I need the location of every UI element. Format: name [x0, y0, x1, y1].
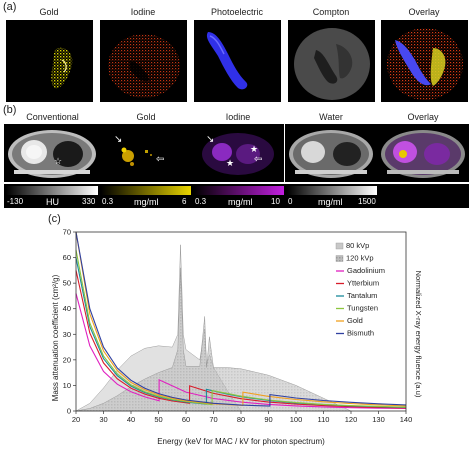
- gold-b-image: ↘ ⇦: [100, 124, 192, 182]
- legend-label-80-kvp: 80 kVp: [346, 241, 369, 250]
- legend-label-tungsten: Tungsten: [347, 304, 378, 313]
- overlay-b-image: [377, 124, 469, 182]
- iodine-b-image: ↘ ★ ★ ⇦: [192, 124, 284, 182]
- svg-text:↘: ↘: [206, 134, 214, 145]
- spectra-layer: [75, 244, 352, 412]
- legend-label-gold: Gold: [347, 316, 363, 325]
- legend-label-tantalum: Tantalum: [347, 291, 377, 300]
- colorbar-gold-max: 6: [182, 197, 187, 206]
- panel-c-letter: (c): [48, 213, 61, 225]
- panel-a-title-gold: Gold: [39, 7, 59, 17]
- y-tick-label-40: 40: [63, 304, 71, 313]
- legend-layer: 80 kVp 120 kVp Gadolinium Ytterbium Tantalum…: [335, 241, 385, 338]
- colorbar-water-unit: mg/ml: [318, 197, 343, 207]
- x-tick-label-110: 110: [318, 415, 330, 424]
- svg-text:⇦: ⇦: [254, 154, 262, 165]
- colorbar-gold-min: 0.3: [102, 197, 114, 206]
- overlay-a-image: [381, 20, 468, 102]
- x-tick-label-60: 60: [182, 415, 190, 424]
- photoelectric-map-image: [194, 20, 281, 102]
- x-tick-label-90: 90: [264, 415, 272, 424]
- colorbar-hu-unit: HU: [46, 197, 59, 207]
- svg-text:☆: ☆: [54, 156, 62, 166]
- x-tick-label-130: 130: [372, 415, 385, 424]
- x-tick-label-100: 100: [290, 415, 303, 424]
- panel-b-title-iodine: Iodine: [225, 112, 251, 122]
- x-tick-label-20: 20: [72, 415, 80, 424]
- y-tick-label-60: 60: [63, 253, 71, 262]
- x-tick-label-30: 30: [99, 415, 107, 424]
- iodine-map-image: [100, 20, 187, 102]
- x-tick-label-80: 80: [237, 415, 245, 424]
- x-axis-label: Energy (keV for MAC / kV for photon spec…: [157, 437, 325, 446]
- y-tick-label-30: 30: [63, 330, 71, 339]
- colorbar-hu: [6, 186, 98, 195]
- svg-text:↘: ↘: [114, 134, 122, 145]
- compton-map-image: [288, 20, 375, 102]
- panel-b-title-water: Water: [319, 112, 343, 122]
- colorbar-water-min: 0: [288, 197, 293, 206]
- panel-b-title-overlay: Overlay: [407, 112, 439, 122]
- colorbar-iodine: [194, 186, 284, 195]
- y-tick-label-20: 20: [63, 355, 71, 364]
- panel-a-title-iodine: Iodine: [130, 7, 156, 17]
- y-tick-label-10: 10: [63, 381, 71, 390]
- water-b-image: [285, 124, 377, 182]
- panel-a-title-overlay: Overlay: [408, 7, 440, 17]
- y-axis-label: Mass attenuation coefficient (cm²/g): [51, 274, 60, 401]
- legend-label-gadolinium: Gadolinium: [347, 266, 385, 275]
- conventional-ct-image: ☆: [4, 124, 100, 182]
- legend-swatch-80-kvp: [335, 242, 344, 250]
- colorbar-water: [287, 186, 377, 195]
- colorbar-iodine-unit: mg/ml: [228, 197, 253, 207]
- x-tick-label-140: 140: [400, 415, 413, 424]
- svg-text:⇦: ⇦: [156, 154, 164, 165]
- y-axis-right-label: Normalized X-ray energy fluence (a.u): [414, 271, 423, 398]
- colorbar-hu-max: 330: [82, 197, 96, 206]
- series-line-bismuth: [75, 231, 407, 407]
- series-line-gadolinium: [75, 293, 407, 409]
- gold-map-image: [6, 20, 93, 102]
- y-tick-label-50: 50: [63, 279, 71, 288]
- x-tick-label-50: 50: [154, 415, 162, 424]
- panel-a-letter: (a): [3, 1, 17, 13]
- legend-label-bismuth: Bismuth: [347, 329, 374, 338]
- series-line-gold: [75, 231, 407, 407]
- legend-label-120-kvp: 120 kVp: [346, 254, 374, 263]
- y-tick-label-70: 70: [63, 228, 71, 237]
- legend-swatch-120-kvp: [335, 255, 344, 262]
- panel-a-title-photoelectric: Photoelectric: [210, 7, 264, 17]
- colorbar-iodine-max: 10: [271, 197, 280, 206]
- svg-text:★: ★: [226, 158, 234, 168]
- spectrum-120-kvp: [75, 267, 352, 412]
- x-tick-label-40: 40: [127, 415, 135, 424]
- colorbar-gold-unit: mg/ml: [134, 197, 159, 207]
- legend-label-ytterbium: Ytterbium: [347, 279, 379, 288]
- colorbar-iodine-min: 0.3: [195, 197, 207, 206]
- x-tick-label-70: 70: [209, 415, 217, 424]
- x-tick-label-120: 120: [345, 415, 358, 424]
- colorbar-hu-min: -130: [7, 197, 24, 206]
- panel-b-title-gold: Gold: [136, 112, 156, 122]
- panel-b-title-conventional: Conventional: [26, 112, 79, 122]
- panel-b-letter: (b): [3, 104, 17, 116]
- attenuation-chart: 20 30 40 50 60 70 80 90 100 110 120 130 140 0 10 20 30 40…: [51, 228, 423, 447]
- svg-text:★: ★: [250, 144, 258, 154]
- series-line-ytterbium: [75, 270, 407, 409]
- panel-a-title-compton: Compton: [312, 7, 350, 17]
- axes-layer: 20 30 40 50 60 70 80 90 100 110 120 130 140 0 10 20 30 40…: [63, 228, 413, 425]
- colorbar-gold: [101, 186, 191, 195]
- colorbar-water-max: 1500: [358, 197, 376, 206]
- y-tick-label-0: 0: [67, 407, 71, 416]
- series-layer: [75, 231, 407, 409]
- series-line-tungsten: [75, 249, 407, 408]
